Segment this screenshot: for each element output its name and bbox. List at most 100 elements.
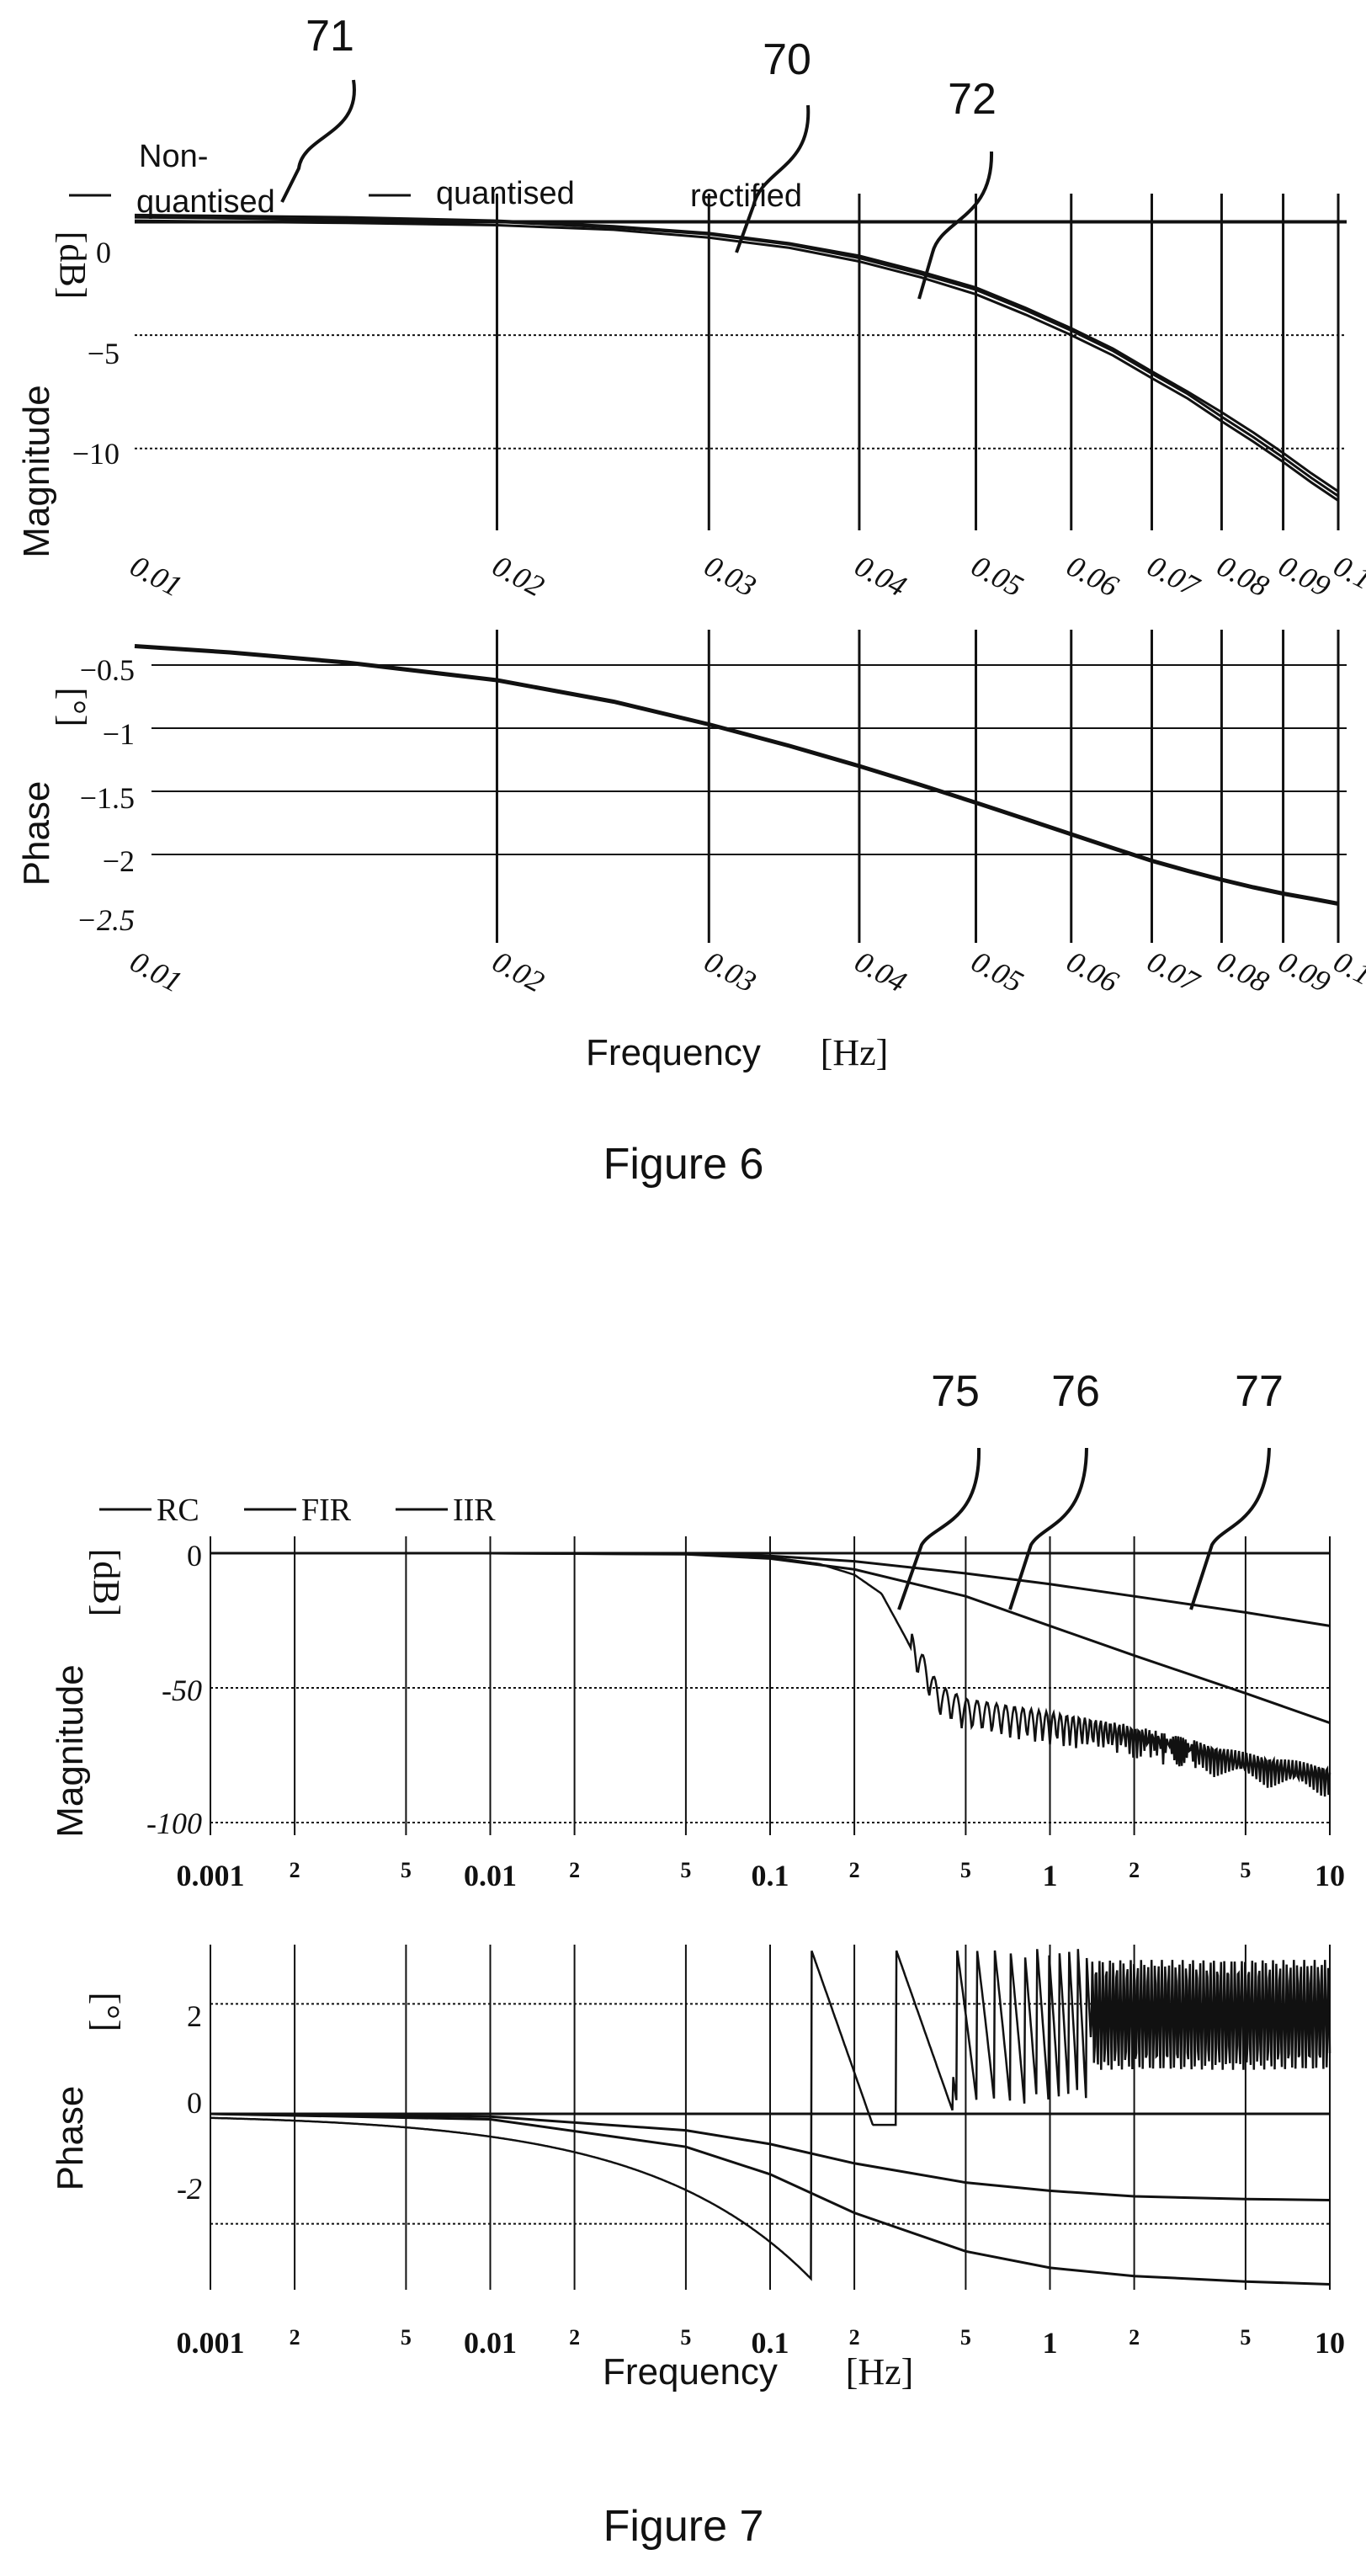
series-lines	[210, 1551, 1331, 1797]
x-tick-label-minor: 5	[960, 2325, 971, 2350]
x-tick-labels: 0.01 0.02 0.03 0.04 0.05 0.06 0.07 0.080.090.1	[125, 549, 1366, 604]
leader-line-71	[280, 79, 356, 203]
x-tick-label-minor: 2	[569, 1858, 580, 1882]
x-tick-label: 0.03	[699, 549, 762, 604]
x-tick-label: 0.04	[849, 945, 912, 999]
y-axis-label: Phase	[50, 2086, 91, 2191]
legend-label-quantised: quantised	[436, 176, 575, 211]
ref-numeral-75: 75	[931, 1367, 980, 1416]
y-tick-label-2: -100	[146, 1807, 202, 1840]
phase-panel: Phase [°] −0.5 −1 −1.5 −2 −2.5 0.01 0.02 0…	[16, 630, 1366, 1000]
y-axis-unit: [dB]	[86, 1549, 127, 1617]
x-tick-label: 0.08	[1212, 945, 1274, 999]
x-tick-label-minor: 2	[1129, 2325, 1140, 2350]
x-tick-label-minor: 2	[849, 2325, 860, 2350]
grid	[151, 630, 1347, 943]
series-line-rc	[210, 2112, 1331, 2201]
x-tick-label-major: 1	[1043, 1859, 1058, 1892]
x-tick-label-minor: 5	[401, 2325, 412, 2350]
x-tick-label-minor: 5	[1240, 2325, 1251, 2350]
x-tick-label: 0.03	[699, 945, 762, 999]
x-tick-label: 0.02	[487, 549, 550, 604]
legend: RC FIR IIR	[99, 1493, 496, 1528]
ref-numeral-77: 77	[1235, 1367, 1284, 1416]
x-tick-label: 0.05	[966, 945, 1028, 999]
y-axis-unit: [°]	[86, 1993, 127, 2032]
x-tick-label-minor: 2	[290, 2325, 300, 2350]
magnitude-panel: Magnitude [dB] 0 -50 -100 0.001 0.01 0.1 1 1…	[50, 1536, 1345, 1892]
y-tick-label-2: −10	[72, 437, 120, 471]
x-tick-label-minor: 5	[401, 1858, 412, 1882]
series-lines	[134, 213, 1339, 502]
y-tick-label-2: -2	[177, 2172, 202, 2206]
x-tick-label-minor: 5	[680, 1858, 691, 1882]
x-tick-label: 0.09	[1273, 945, 1336, 999]
x-tick-label: 0.07	[1142, 549, 1206, 604]
x-tick-label-major: 0.001	[177, 2326, 245, 2360]
ref-numeral-72: 72	[948, 75, 997, 124]
y-tick-label-1: −5	[88, 337, 120, 370]
x-tick-label: 0.1	[1328, 549, 1366, 596]
series-line-iir	[210, 2112, 1331, 2286]
legend-label-non-quantised-line1: Non-	[139, 139, 208, 174]
figure-caption: Figure 7	[603, 2502, 764, 2551]
series-line-fir	[210, 1949, 1331, 2281]
y-axis-label: Phase	[16, 781, 57, 886]
x-tick-label-major: 1	[1043, 2326, 1058, 2360]
series-line-phase	[134, 644, 1339, 906]
legend-label-non-quantised-line2: quantised	[136, 184, 275, 220]
x-tick-label-minor: 2	[849, 1858, 860, 1882]
y-tick-label-4: −2.5	[77, 903, 135, 937]
x-axis-label-group: Frequency [Hz]	[586, 1032, 888, 1073]
x-tick-label: 0.02	[487, 945, 550, 999]
y-tick-label-0: 0	[96, 236, 111, 269]
x-tick-label-major: 0.001	[177, 1859, 245, 1892]
leader-line-75	[897, 1447, 981, 1610]
x-tick-label-minor: 2	[569, 2325, 580, 2350]
x-tick-label-major: 0.01	[464, 2326, 517, 2360]
magnitude-panel: Magnitude [dB] 0 −5 −10 0.01 0.02 0.03 0.04…	[16, 194, 1366, 604]
y-tick-label-0: 2	[187, 1999, 202, 2033]
x-tick-label-major: 10	[1315, 1859, 1345, 1892]
grid	[210, 1536, 1331, 1835]
y-tick-label-2: −1.5	[80, 781, 135, 815]
x-tick-label: 0.09	[1273, 549, 1336, 604]
x-tick-label: 0.05	[966, 549, 1028, 604]
leader-line-76	[1008, 1447, 1088, 1610]
x-tick-label-major: 0.1	[752, 1859, 789, 1892]
x-tick-label-minor: 5	[680, 2325, 691, 2350]
x-axis-label: Frequency	[603, 2351, 778, 2392]
series-line-quantised	[134, 219, 1339, 502]
series-line-fir	[210, 1551, 1331, 1797]
phase-panel: Phase [°] 2 0 -2 0.001 0.01 0.1 1 10 2 5 2 5 2 5 2 5	[50, 1945, 1345, 2360]
x-tick-label-minor: 2	[1129, 1858, 1140, 1882]
legend: Non- quantised quantised rectified	[69, 139, 802, 220]
x-axis-unit: [Hz]	[821, 1032, 889, 1073]
x-tick-label-major: 0.1	[752, 2326, 789, 2360]
y-tick-label-1: −1	[103, 717, 135, 751]
ref-numeral-76: 76	[1051, 1367, 1100, 1416]
x-tick-label-major: 10	[1315, 2326, 1345, 2360]
x-tick-label-major: 0.01	[464, 1859, 517, 1892]
legend-label-iir: IIR	[453, 1493, 496, 1528]
figure-7: 75 76 77 RC FIR IIR Magnitude [dB] 0 -50…	[50, 1367, 1345, 2551]
y-axis-unit: [°]	[52, 688, 93, 727]
x-axis-label: Frequency	[586, 1032, 761, 1073]
series-lines	[210, 1949, 1331, 2286]
x-tick-labels: 0.01 0.02 0.03 0.04 0.05 0.06 0.07 0.080.090.1	[125, 945, 1366, 1000]
y-axis-label: Magnitude	[16, 385, 57, 557]
x-tick-label: 0.07	[1142, 945, 1206, 1000]
ref-numeral-70: 70	[763, 35, 811, 84]
x-tick-label: 0.06	[1061, 549, 1124, 604]
x-tick-label-minor: 5	[1240, 1858, 1251, 1882]
leader-line-77	[1189, 1447, 1271, 1610]
series-line-rectified	[134, 213, 1339, 493]
legend-label-fir: FIR	[301, 1493, 352, 1528]
ref-numeral-71: 71	[306, 12, 354, 61]
y-tick-label-0: −0.5	[80, 653, 135, 687]
x-tick-label: 0.1	[1328, 945, 1366, 992]
figure-caption: Figure 6	[603, 1140, 764, 1189]
x-axis-unit: [Hz]	[846, 2351, 914, 2392]
x-tick-labels: 0.001 0.01 0.1 1 10 2 5 2 5 2 5 2 5	[177, 2325, 1346, 2360]
